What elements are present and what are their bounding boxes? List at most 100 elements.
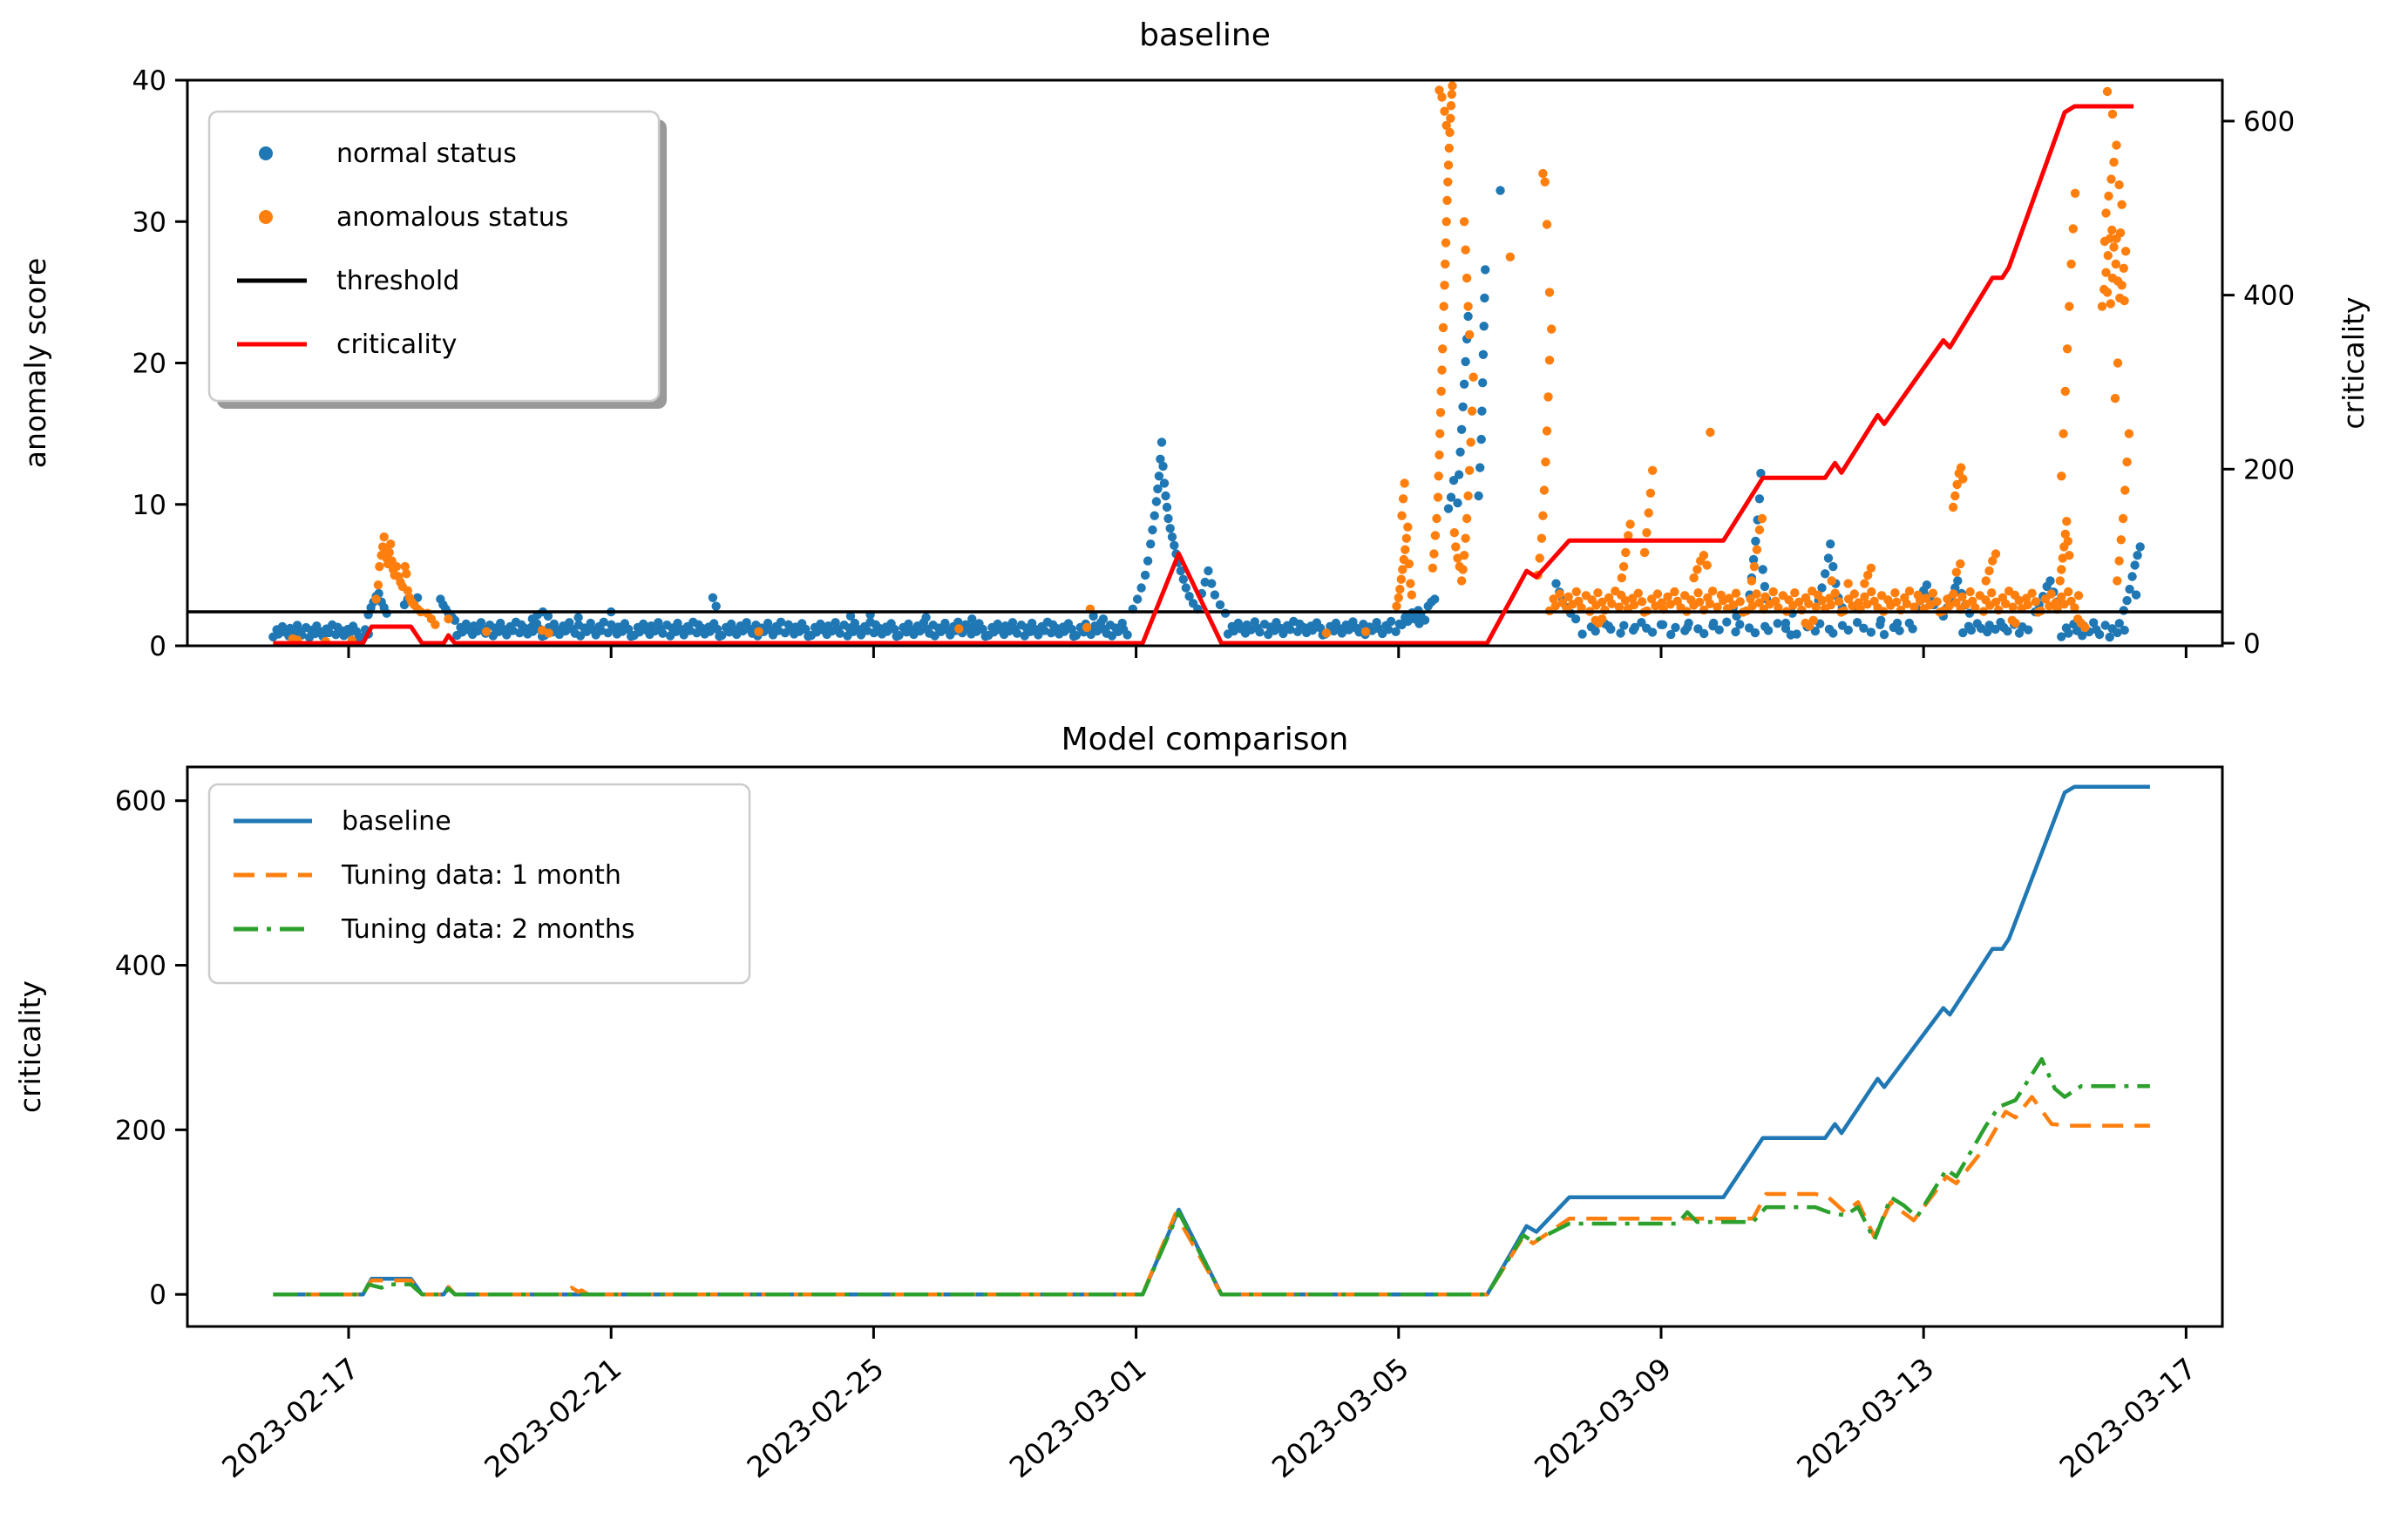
scatter-dot [1162,502,1172,512]
scatter-dot [708,593,718,602]
scatter-dot [2089,618,2099,628]
scatter-dot [1542,426,1552,436]
scatter-dot [1396,574,1407,584]
scatter-dot [1859,623,1869,633]
scatter-dot [1184,592,1194,601]
scatter-dot [890,624,899,634]
scatter-dot [1904,587,1915,596]
scatter-dot [1480,293,1489,303]
scatter-dot [1811,602,1821,612]
scatter-dot [1757,513,1767,524]
scatter-dot [954,624,964,634]
y-tick-label: 30 [132,207,166,238]
scatter-dot [705,627,715,636]
scatter-dot [1458,402,1468,411]
scatter-dot [1714,625,1724,634]
scatter-dot [1781,618,1791,628]
scatter-dot [1555,589,1564,599]
scatter-dot [1647,628,1658,637]
scatter-dot [1754,494,1765,504]
legend-label: criticality [336,329,457,360]
scatter-dot [1843,594,1854,604]
scatter-dot [1958,474,1968,484]
scatter-dot [2063,536,2072,546]
scatter-dot [2057,565,2066,574]
scatter-dot [1991,549,2001,559]
scatter-dot [1150,511,1159,520]
scatter-dot [1441,120,1451,131]
scatter-dot [1433,492,1443,502]
scatter-dot [2114,619,2124,628]
scatter-dot [2119,263,2128,273]
scatter-dot [1459,217,1469,227]
scatter-dot [1991,597,2001,607]
scatter-dot [1451,542,1461,552]
scatter-dot [1591,627,1600,636]
scatter-dot [2120,295,2129,306]
scatter-dot [1699,628,1709,639]
scatter-dot [2031,597,2041,607]
scatter-dot [1398,565,1407,574]
scatter-dot [882,627,892,636]
scatter-dot [1949,589,1958,599]
y-tick-right-label: 0 [2243,628,2261,660]
scatter-dot [1461,533,1470,543]
scatter-dot [1464,329,1475,340]
scatter-dot [2099,236,2110,247]
scatter-dot [1597,597,1607,607]
scatter-dot [1459,379,1469,389]
scatter-dot [1549,594,1558,604]
scatter-dot [1752,545,1762,554]
scatter-dot [2104,191,2113,201]
scatter-dot [1614,602,1625,612]
scatter-dot [2101,208,2111,218]
x-tick-label: 2023-02-21 [478,1351,627,1484]
scatter-dot [1463,491,1473,501]
scatter-dot [1760,592,1770,601]
scatter-dot [2109,157,2119,167]
scatter-dot [2106,299,2115,309]
scatter-dot [1826,539,1835,549]
scatter-dot [1386,616,1396,627]
scatter-dot [1951,598,1961,607]
scatter-dot [1607,599,1617,608]
scatter-dot [1863,570,1873,580]
scatter-dot [1630,622,1640,633]
scatter-dot [1541,457,1550,467]
scatter-dot [1808,615,1818,625]
scatter-dot [1455,447,1465,457]
scatter-dot [1505,252,1516,261]
scatter-dot [1449,528,1460,538]
scatter-dot [1153,484,1163,494]
scatter-dot [1731,627,1740,637]
scatter-dot [2073,591,2084,600]
scatter-dot [384,547,394,558]
scatter-dot [2070,603,2079,613]
scatter-dot [1167,532,1177,542]
scatter-dot [543,611,553,621]
scatter-dot [1751,536,1760,546]
scatter-dot [1713,602,1722,612]
scatter-dot [2062,344,2072,354]
scatter-dot [1430,531,1441,540]
scatter-dot [1539,485,1550,495]
scatter-dot [1644,508,1653,518]
y-axis-label-anomaly-score: anomaly score [18,258,52,469]
scatter-dot [1792,629,1801,639]
scatter-dot [1132,594,1143,604]
scatter-dot [2100,621,2110,630]
scatter-dot [2120,625,2129,635]
plot-border [186,765,2224,1328]
normal-status-scatter [268,186,2145,642]
scatter-dot [1538,511,1548,520]
scatter-dot [1344,625,1353,634]
scatter-dot [2059,600,2069,609]
scatter-dot [1407,590,1417,600]
scatter-dot [1890,588,1900,598]
scatter-dot [2101,268,2111,277]
scatter-dot [1828,561,1838,572]
scatter-dot [1988,556,1998,566]
scatter-dot [1420,615,1430,625]
scatter-dot [1439,302,1448,311]
y-tick-label: 40 [132,65,166,97]
